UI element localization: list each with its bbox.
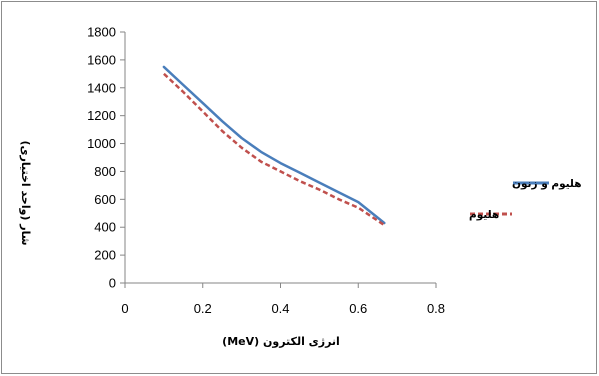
ticks: 0 200 400 600 800 1000 1200 1400 1600 1800 0 0.2 0.4… [87, 25, 445, 317]
series-line-2 [163, 72, 385, 227]
legend-label-series-2: هلیوم [469, 209, 499, 221]
series-group [162, 65, 386, 227]
x-tick-label: 0 [121, 301, 128, 316]
y-tick-label: 1000 [87, 136, 116, 151]
y-tick-label: 800 [94, 164, 116, 179]
x-tick-label: 0.6 [349, 301, 367, 316]
y-tick-label: 1800 [87, 25, 116, 40]
y-tick-label: 1600 [87, 52, 116, 67]
y-tick-label: 400 [94, 220, 116, 235]
y-tick-label: 1200 [87, 108, 116, 123]
y-axis-title: شار (واحد اختیاری) [19, 140, 32, 245]
y-tick-label: 200 [94, 248, 116, 263]
y-tick-label: 1400 [87, 80, 116, 95]
y-tick-label: 600 [94, 192, 116, 207]
series-line-1 [162, 65, 386, 225]
legend-label-series-1: هلیوم و زنون [512, 178, 582, 190]
x-tick-label: 0.4 [271, 301, 289, 316]
x-tick-label: 0.2 [194, 301, 212, 316]
legend: هلیوم و زنون هلیوم [469, 178, 582, 221]
axes [124, 32, 436, 284]
x-axis-title: انرژی الکترون (MeV) [222, 335, 340, 348]
x-tick-label: 0.8 [427, 301, 445, 316]
y-tick-label: 0 [109, 276, 116, 291]
